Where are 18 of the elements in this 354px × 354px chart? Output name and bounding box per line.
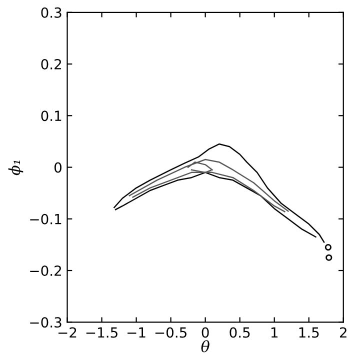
y-tick-label: −0.1 [30,214,62,224]
x-tick-label: −0.5 [155,327,186,338]
x-tick-label: −1 [128,327,146,338]
x-tick-label: 2 [340,327,346,338]
y-tick-label: 0 [54,162,62,173]
y-tick-label: 0.3 [41,7,62,18]
y-tick-label: 0.1 [41,110,62,122]
x-tick-label: 0 [202,327,209,338]
y-tick-label: −0.2 [30,265,62,276]
y-tick-label: 0.2 [41,58,62,70]
x-tick-label: −1.5 [86,327,118,338]
x-tick-label: 1.5 [299,327,319,338]
x-tick-label: 1 [271,327,278,338]
x-tick-label: −2 [58,327,76,338]
y-axis-title: ϕ₁ [8,160,24,176]
x-tick-label: 0.5 [230,327,250,338]
x-axis-title: θ [201,340,210,352]
y-tick-label: −0.3 [30,317,62,328]
